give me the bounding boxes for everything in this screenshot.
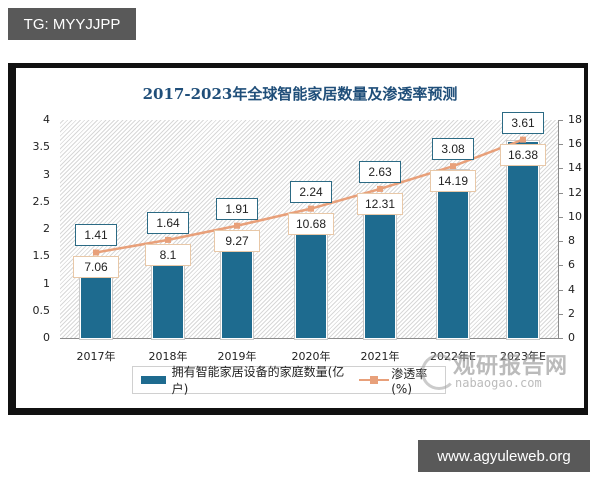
bar: [364, 194, 396, 339]
line-value-label: 7.06: [73, 256, 119, 279]
left-axis-tick: 2: [43, 222, 50, 235]
right-axis-tick: 16: [568, 137, 582, 151]
right-axis-tick-mark: [558, 289, 563, 291]
bar-value-label: 3.08: [432, 138, 474, 161]
bar-value-label: 1.41: [75, 224, 117, 247]
right-axis-tick: 18: [568, 113, 582, 126]
bottom-tag-overlay: www.agyuleweb.org: [418, 440, 590, 472]
right-axis-tick-mark: [558, 265, 563, 267]
right-axis-tick: 14: [568, 161, 582, 175]
line-value-label: 9.27: [214, 229, 260, 252]
line-value-label: 8.1: [145, 243, 191, 266]
right-axis-tick: 0: [568, 331, 575, 344]
left-axis-tick: 0.5: [32, 303, 51, 317]
right-axis-tick-mark: [558, 241, 563, 243]
x-axis-label: 2022年E: [430, 350, 476, 363]
right-axis-tick-mark: [558, 144, 563, 146]
legend-bar-label: 拥有智能家居设备的家庭数量(亿户): [171, 365, 345, 396]
left-axis-tick: 4: [43, 113, 50, 126]
legend-line-swatch-icon: [358, 375, 389, 385]
left-axis-tick: 0: [43, 331, 50, 344]
right-axis-tick-mark: [558, 338, 563, 339]
bar-value-label: 1.64: [147, 211, 189, 234]
chart-title: 2017-2023年全球智能家居数量及渗透率预测: [142, 85, 458, 103]
x-axis-label: 2020年: [291, 350, 331, 363]
left-axis-tick: 3.5: [32, 140, 51, 154]
right-axis-tick-mark: [558, 216, 563, 218]
right-axis-tick-mark: [558, 120, 563, 121]
right-axis-tick: 8: [568, 234, 575, 248]
chart-frame: 2017-2023年全球智能家居数量及渗透率预测 0 0.5 1 1.5 2 2.5 3 3.…: [8, 63, 588, 415]
bar-value-label: 1.91: [216, 197, 258, 220]
line-value-label: 10.68: [288, 212, 334, 235]
x-axis-label: 2018年: [148, 350, 188, 363]
right-axis-tick: 10: [568, 209, 582, 223]
left-axis-tick: 1: [43, 276, 50, 290]
bar-value-label: 2.24: [290, 180, 332, 203]
left-axis-tick: 1.5: [32, 249, 51, 263]
top-tag-overlay: TG: MYYJJPP: [8, 8, 136, 40]
right-axis-tick: 2: [568, 306, 575, 320]
legend: 拥有智能家居设备的家庭数量(亿户) 渗透率(%): [132, 365, 446, 396]
bar-value-label: 2.63: [359, 160, 401, 183]
watermark-en: nabaogao.com: [455, 376, 542, 390]
right-axis-tick: 12: [568, 185, 582, 199]
right-axis-line: [558, 120, 559, 339]
bar: [437, 170, 469, 339]
x-axis-label: 2017年: [76, 350, 116, 363]
bar-value-label: 3.61: [502, 111, 544, 134]
left-axis-tick: 2.5: [32, 194, 51, 208]
right-axis-tick-mark: [558, 313, 563, 315]
right-axis-tick-mark: [558, 168, 563, 170]
legend-bar-swatch-icon: [141, 376, 166, 384]
line-value-label: 16.38: [500, 143, 546, 166]
line-value-label: 12.31: [357, 192, 403, 215]
right-axis-tick: 6: [568, 258, 575, 272]
x-axis-label: 2021年: [360, 350, 400, 363]
line-value-label: 14.19: [430, 170, 476, 193]
left-axis-tick: 3: [43, 167, 50, 181]
chart-canvas: 2017-2023年全球智能家居数量及渗透率预测 0 0.5 1 1.5 2 2.5 3 3.…: [16, 68, 584, 408]
right-axis-tick: 4: [568, 282, 575, 296]
x-axis-label: 2023年E: [500, 350, 546, 363]
right-axis-tick-mark: [558, 192, 563, 194]
x-axis-label: 2019年: [217, 350, 257, 363]
legend-line-label: 渗透率(%): [391, 366, 428, 396]
bar: [507, 141, 539, 339]
